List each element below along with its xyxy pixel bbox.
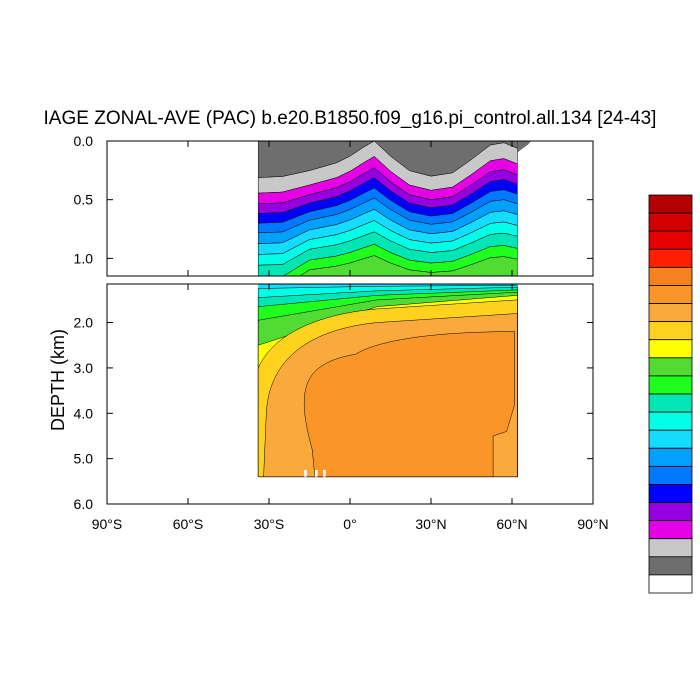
x-tick-label: 60°S — [173, 516, 204, 532]
seafloor-gap — [304, 469, 307, 477]
colorbar — [648, 194, 693, 594]
seafloor-gap — [314, 469, 318, 477]
colorbar-swatch — [648, 339, 693, 359]
colorbar-swatch — [648, 393, 693, 413]
x-tick-label: 0° — [343, 516, 356, 532]
y-tick-label: 5.0 — [74, 451, 94, 467]
y-tick-label: 2.0 — [74, 315, 94, 331]
x-tick-label: 90°N — [577, 516, 608, 532]
y-tick-label: 3.0 — [74, 360, 94, 376]
y-tick-label: 1.0 — [74, 250, 94, 266]
colorbar-swatch — [648, 502, 693, 522]
colorbar-swatch — [648, 285, 693, 304]
colorbar-swatch — [648, 230, 693, 250]
y-tick-label: 0.5 — [74, 192, 94, 208]
colorbar-swatch — [648, 411, 693, 431]
y-tick-label: 0.0 — [74, 133, 94, 149]
colorbar-swatch — [648, 538, 693, 558]
upper-contour-band — [299, 255, 518, 276]
colorbar-swatch — [648, 429, 693, 449]
colorbar-swatch — [648, 556, 693, 576]
colorbar-swatch — [648, 574, 693, 594]
lower-contour-band — [303, 331, 515, 478]
colorbar-swatch — [648, 266, 693, 286]
x-tick-label: 60°N — [496, 516, 527, 532]
colorbar-swatch — [648, 194, 693, 214]
colorbar-swatch — [648, 212, 693, 232]
colorbar-swatch — [648, 465, 693, 485]
upper-contour-band — [517, 141, 531, 153]
y-tick-label: 4.0 — [74, 405, 94, 421]
colorbar-swatch — [648, 447, 693, 467]
x-tick-label: 90°S — [92, 516, 123, 532]
colorbar-swatch — [648, 375, 693, 395]
x-tick-label: 30°N — [415, 516, 446, 532]
colorbar-swatch — [648, 321, 693, 341]
x-tick-label: 30°S — [254, 516, 285, 532]
upper-panel-contours — [257, 141, 531, 276]
colorbar-swatch — [648, 357, 693, 377]
colorbar-swatch — [648, 303, 693, 323]
colorbar-swatch — [648, 248, 693, 268]
chart-title: IAGE ZONAL-AVE (PAC) b.e20.B1850.f09_g16… — [43, 108, 657, 129]
y-tick-label: 6.0 — [74, 496, 94, 512]
colorbar-swatch — [648, 484, 693, 503]
colorbar-swatch — [648, 520, 693, 540]
y-axis-label: DEPTH (km) — [48, 329, 68, 431]
seafloor-gap — [323, 469, 326, 477]
lower-panel-contours — [257, 284, 518, 478]
